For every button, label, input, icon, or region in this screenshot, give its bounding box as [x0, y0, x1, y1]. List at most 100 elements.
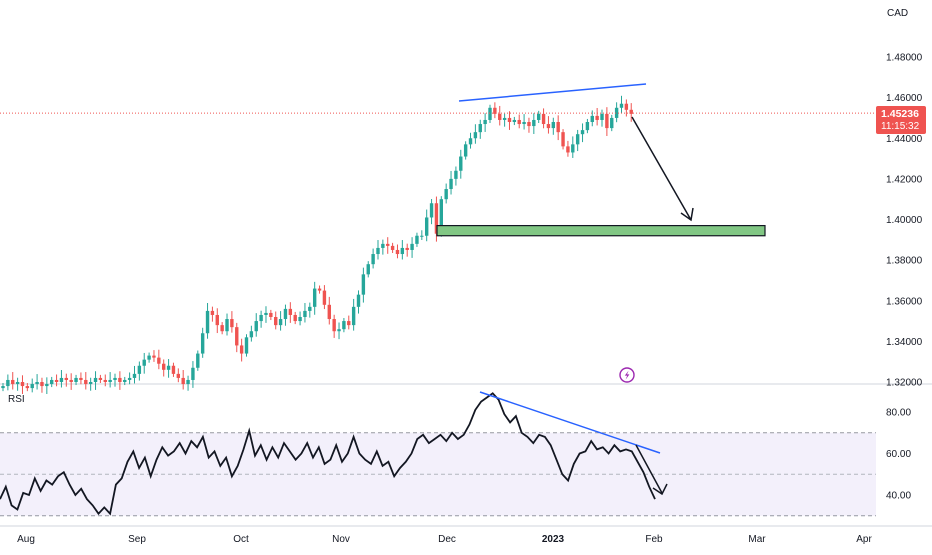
candle-body: [541, 113, 546, 125]
candle-body: [429, 203, 434, 218]
drawing-annotations[interactable]: [436, 83, 766, 237]
candle-body: [527, 122, 531, 127]
candle-body: [108, 379, 112, 382]
candle-body: [381, 243, 385, 248]
projection-arrow[interactable]: [631, 116, 692, 221]
candle-body: [15, 382, 20, 385]
candle-body: [537, 113, 541, 120]
candle-body: [332, 319, 336, 332]
time-tick-label: Apr: [856, 534, 872, 545]
rsi-projection-arrowhead[interactable]: [652, 483, 668, 496]
candle-body: [288, 308, 293, 315]
candle-body: [517, 119, 521, 125]
rsi-projection-arrow[interactable]: [635, 444, 663, 494]
candle-body: [230, 319, 234, 328]
candle-body: [522, 122, 526, 125]
candle-body: [405, 247, 409, 250]
price-tick-label: 1.42000: [886, 174, 923, 185]
candle-body: [59, 377, 64, 382]
candle-body: [20, 382, 25, 387]
price-tick-label: 1.38000: [886, 256, 923, 267]
candle-body: [488, 107, 492, 120]
price-axis[interactable]: 1.48000 1.46000 1.44000 1.42000 1.40000 1.380…: [886, 53, 923, 389]
candle-body: [215, 314, 219, 326]
candle-body: [98, 377, 103, 380]
candle-body: [132, 373, 137, 378]
time-axis[interactable]: Aug Sep Oct Nov Dec 2023 Feb Mar Apr: [17, 534, 872, 545]
candle-body: [45, 384, 49, 387]
candle-body: [595, 115, 599, 120]
candle-body: [454, 170, 458, 179]
candle-body: [1, 386, 5, 389]
candle-body: [532, 119, 536, 127]
candle-body: [278, 319, 283, 326]
candle-body: [395, 249, 400, 255]
rsi-line: [0, 392, 656, 516]
candle-body: [468, 138, 473, 145]
candle-body: [25, 386, 30, 389]
support-zone[interactable]: [436, 224, 766, 237]
candle-body: [356, 294, 361, 307]
time-tick-label: Dec: [438, 534, 456, 545]
candle-body: [449, 178, 453, 190]
candle-body: [337, 329, 341, 332]
candle-body: [40, 382, 44, 387]
projection-arrowhead[interactable]: [680, 207, 694, 222]
candle-body: [123, 379, 127, 382]
resistance-trendline[interactable]: [458, 83, 647, 102]
price-tick-label: 1.48000: [886, 53, 923, 64]
lightning-icon[interactable]: [619, 367, 635, 383]
candle-body: [50, 379, 54, 385]
candle-body: [410, 243, 414, 250]
candle-body: [463, 144, 468, 157]
price-tick-label: 1.40000: [886, 215, 923, 226]
candle-body: [507, 117, 512, 122]
candle-body: [249, 331, 254, 338]
rsi-tick-label: 60.00: [886, 449, 911, 460]
candle-body: [137, 365, 142, 374]
candle-body: [376, 247, 380, 255]
candle-body: [575, 134, 580, 145]
candle-body: [152, 355, 156, 358]
candle-body: [624, 103, 629, 110]
candle-body: [415, 235, 419, 244]
last-price-label: 1.45236 11:15:32: [876, 106, 926, 134]
rsi-axis[interactable]: 80.00 60.00 40.00: [886, 408, 911, 502]
candle-body: [459, 156, 463, 171]
candle-body: [571, 144, 575, 153]
candle-body: [186, 379, 190, 385]
candle-body: [619, 103, 624, 108]
candle-body: [610, 117, 614, 129]
candle-body: [327, 304, 331, 320]
price-tick-label: 1.32000: [886, 378, 923, 389]
candle-body: [6, 379, 10, 387]
candle-body: [147, 355, 151, 360]
rsi-divergence-trendline[interactable]: [479, 391, 661, 454]
time-tick-label: Aug: [17, 534, 35, 545]
currency-label: CAD: [887, 8, 908, 19]
candle-body: [347, 321, 351, 326]
candle-body: [312, 288, 317, 307]
candle-body: [493, 107, 497, 114]
rsi-annotations[interactable]: [479, 391, 668, 496]
candle-body: [439, 199, 443, 234]
candle-body: [434, 203, 439, 234]
candle-body: [361, 274, 366, 295]
candle-body: [127, 377, 132, 380]
candle-body: [293, 314, 297, 322]
candle-body: [88, 382, 93, 385]
candle-body: [74, 377, 78, 382]
candle-body: [220, 325, 224, 332]
candle-body: [512, 119, 517, 122]
candle-body: [181, 377, 185, 385]
candle-body: [298, 317, 302, 322]
candle-body: [54, 379, 59, 382]
time-tick-label: Feb: [645, 534, 663, 545]
candle-body: [64, 377, 69, 380]
candle-body: [205, 310, 210, 334]
candlestick-series: [1, 95, 633, 394]
time-tick-label: Sep: [128, 534, 146, 545]
candle-body: [566, 146, 570, 153]
